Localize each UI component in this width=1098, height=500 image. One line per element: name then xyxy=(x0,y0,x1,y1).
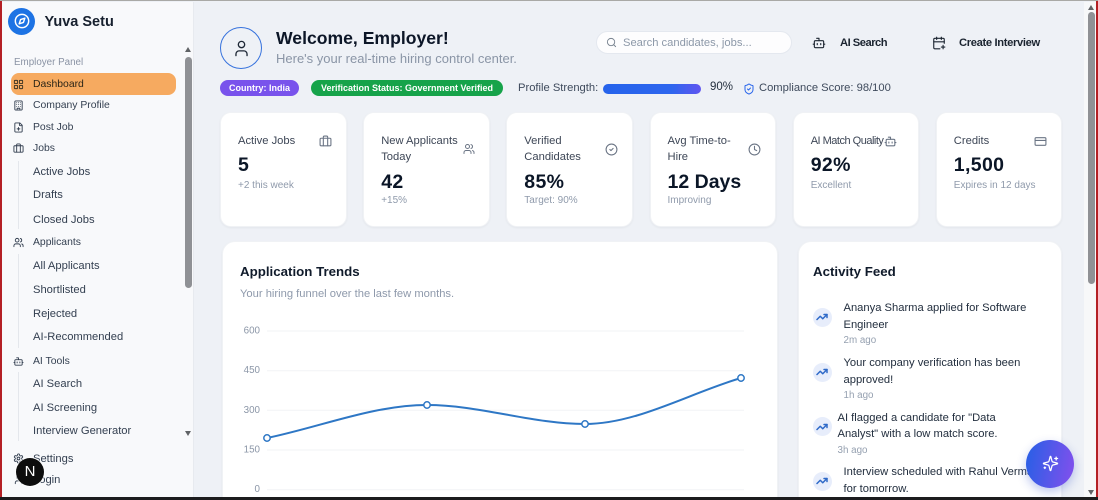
svg-text:150: 150 xyxy=(244,445,261,456)
svg-text:600: 600 xyxy=(244,326,261,337)
svg-text:450: 450 xyxy=(244,365,261,376)
svg-text:300: 300 xyxy=(244,405,261,416)
svg-text:0: 0 xyxy=(255,484,261,495)
